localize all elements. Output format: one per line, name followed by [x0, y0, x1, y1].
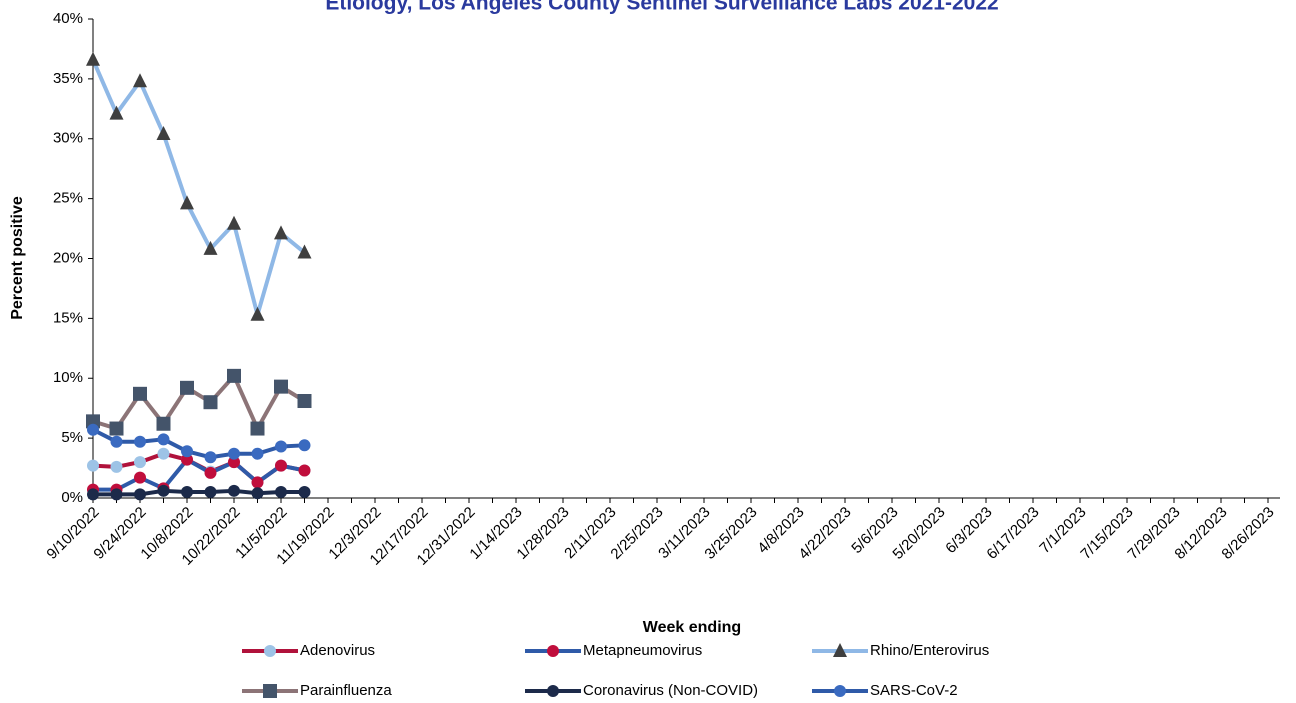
y-tick-label: 40% — [53, 10, 83, 27]
chart-title: Etiology, Los Angeles County Sentinel Su… — [325, 0, 998, 15]
legend-marker — [547, 645, 559, 657]
data-point — [298, 486, 311, 499]
data-point — [109, 105, 124, 120]
legend-label: Metapneumovirus — [583, 642, 702, 659]
y-tick-label: 30% — [53, 130, 83, 147]
series-line — [92, 427, 305, 460]
series-line — [92, 373, 306, 431]
data-point — [86, 51, 100, 66]
data-point — [134, 435, 146, 448]
data-point — [157, 433, 170, 446]
legend-label: Adenovirus — [300, 642, 375, 659]
data-point — [87, 488, 99, 501]
y-tick-label: 5% — [61, 429, 83, 446]
data-point — [227, 368, 241, 383]
data-point — [181, 445, 193, 458]
data-point — [204, 466, 217, 479]
data-point — [250, 306, 265, 321]
data-point — [157, 447, 170, 460]
y-axis-label: Percent positive — [9, 196, 26, 320]
series-line — [93, 457, 305, 492]
data-point — [204, 451, 217, 464]
data-point — [274, 225, 288, 240]
legend-label: Coronavirus (Non-COVID) — [583, 682, 758, 699]
data-point — [297, 244, 312, 259]
legend-label: Parainfluenza — [300, 682, 392, 699]
y-tick-label: 0% — [61, 489, 83, 506]
data-point — [275, 440, 287, 453]
data-point — [134, 471, 146, 484]
data-point — [251, 447, 264, 460]
data-point — [298, 464, 311, 477]
legend-marker — [834, 685, 846, 697]
data-point — [86, 414, 100, 429]
data-point — [134, 488, 146, 501]
y-tick-label: 10% — [53, 369, 83, 386]
data-point — [110, 488, 123, 501]
data-point — [87, 459, 99, 472]
legend-marker — [833, 643, 847, 657]
legend-marker — [264, 645, 276, 657]
y-tick-label: 15% — [53, 309, 83, 326]
data-point — [227, 215, 241, 230]
data-point — [274, 379, 288, 394]
data-point — [228, 484, 240, 497]
data-point — [181, 453, 193, 466]
legend-label: Rhino/Enterovirus — [870, 642, 989, 659]
legend-label: SARS-CoV-2 — [870, 682, 958, 699]
x-axis-label: Week ending — [643, 619, 741, 636]
data-point — [180, 380, 194, 395]
data-point — [133, 386, 147, 401]
data-point — [203, 240, 218, 255]
data-point — [133, 73, 147, 88]
data-point — [228, 456, 240, 469]
data-point — [157, 484, 170, 497]
data-point — [228, 447, 240, 460]
data-point — [180, 195, 194, 210]
data-point — [297, 394, 312, 409]
data-point — [109, 421, 124, 436]
data-point — [298, 439, 311, 452]
data-point — [204, 486, 217, 499]
legend-marker — [263, 684, 277, 698]
data-point — [251, 476, 264, 489]
legend-marker — [547, 685, 559, 697]
data-point — [251, 487, 264, 500]
data-point — [275, 486, 287, 499]
data-point — [134, 456, 146, 469]
data-point — [87, 423, 99, 436]
y-tick-label: 25% — [53, 190, 83, 207]
data-point — [275, 459, 287, 472]
data-point — [156, 416, 171, 431]
data-point — [203, 395, 218, 410]
data-point — [110, 435, 123, 448]
series-line — [93, 488, 305, 497]
series-line — [91, 58, 306, 317]
data-point — [156, 125, 171, 140]
data-point — [250, 421, 265, 436]
y-tick-label: 20% — [53, 249, 83, 266]
y-tick-label: 35% — [53, 70, 83, 87]
data-point — [181, 486, 193, 499]
data-point — [110, 460, 123, 473]
